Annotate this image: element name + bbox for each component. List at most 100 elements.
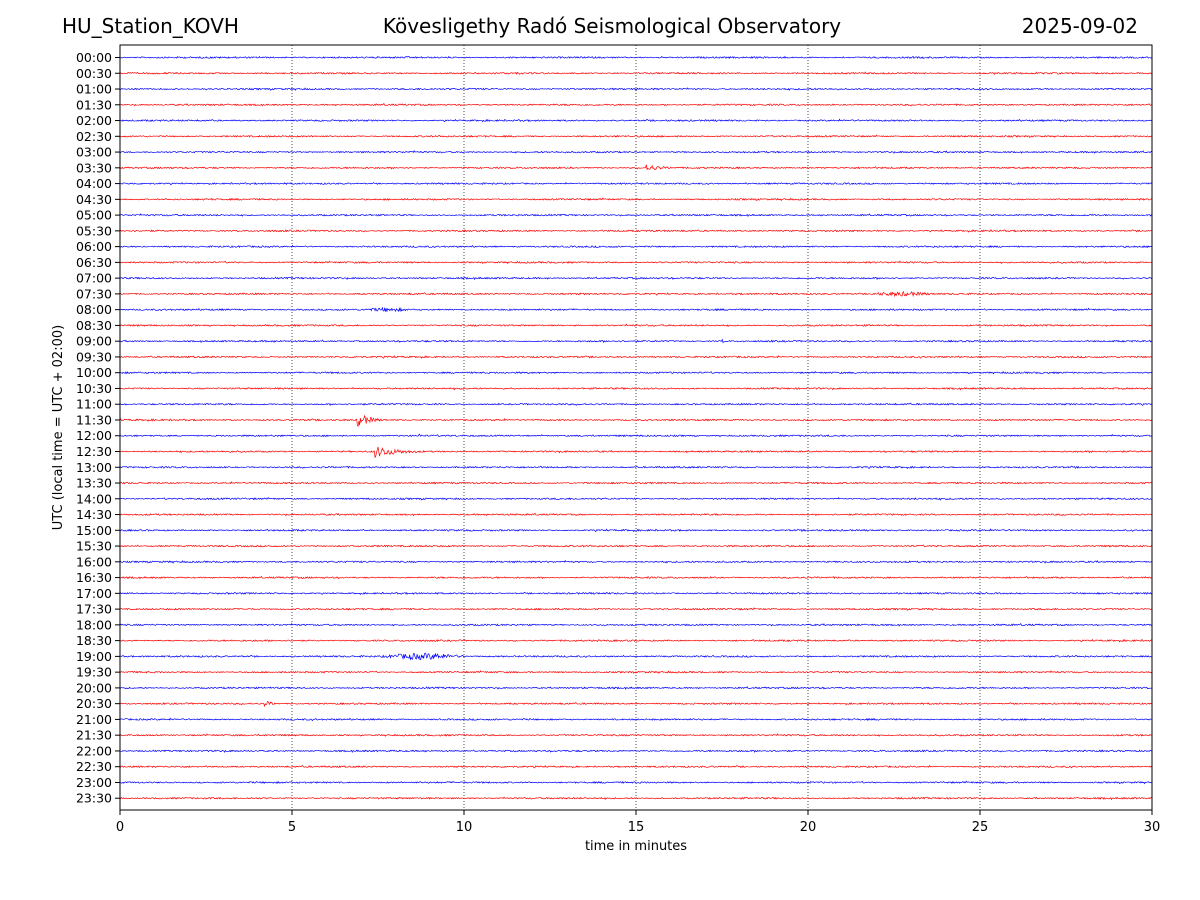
trace-1230 [119,446,1153,459]
trace-1500 [119,528,1153,533]
trace-2000 [119,686,1153,690]
y-tick-label: 19:00 [76,649,112,664]
y-tick-label: 15:00 [76,523,112,538]
x-axis: 0 5 10 15 20 25 30 [116,810,1160,835]
x-tick-label: 5 [288,820,296,835]
y-tick-label: 03:30 [76,160,112,175]
trace-1100 [119,402,1153,406]
trace-0700 [119,276,1153,281]
y-tick-label: 03:00 [76,145,112,160]
y-tick-label: 21:00 [76,712,112,727]
y-tick-label: 09:00 [76,334,112,349]
y-tick-label: 16:30 [76,570,112,585]
y-tick-label: 12:00 [76,428,112,443]
trace-2300 [119,780,1153,785]
x-tick-label: 0 [116,820,124,835]
trace-0600 [119,244,1153,249]
y-tick-label: 13:00 [76,460,112,475]
y-tick-label: 21:30 [76,728,112,743]
trace-1730 [119,607,1153,611]
trace-1000 [119,370,1153,375]
trace-0630 [119,260,1153,265]
trace-1030 [119,386,1153,391]
y-tick-label: 11:30 [76,412,112,427]
trace-1600 [119,559,1153,564]
y-tick-label: 06:00 [76,239,112,254]
y-tick-label: 04:30 [76,192,112,207]
grid-lines [291,45,981,810]
y-tick-label: 07:30 [76,286,112,301]
x-tick-label: 25 [972,820,989,835]
trace-0000 [119,55,1153,59]
y-tick-label: 11:00 [76,397,112,412]
y-tick-label: 08:00 [76,302,112,317]
chart-date: 2025-09-02 [1021,14,1138,38]
seismic-traces [119,55,1153,801]
trace-2030 [119,700,1153,708]
trace-1430 [119,512,1153,517]
y-tick-label: 02:00 [76,113,112,128]
trace-0300 [119,150,1153,154]
y-tick-label: 04:00 [76,176,112,191]
y-tick-label: 08:30 [76,318,112,333]
y-tick-label: 07:00 [76,271,112,286]
trace-1700 [119,591,1153,596]
x-tick-label: 10 [456,820,473,835]
trace-1930 [119,670,1153,675]
trace-0200 [119,118,1153,123]
trace-0330 [119,164,1153,171]
trace-0800 [119,306,1153,313]
y-tick-label: 20:00 [76,680,112,695]
trace-2100 [119,717,1153,722]
y-tick-label: 16:00 [76,554,112,569]
trace-1200 [119,433,1153,438]
y-tick-label: 13:30 [76,476,112,491]
y-tick-label: 15:30 [76,539,112,554]
chart-title: Kövesligethy Radó Seismological Observat… [382,14,842,38]
y-tick-label: 09:30 [76,349,112,364]
y-tick-label: 23:30 [76,791,112,806]
trace-0830 [119,323,1153,328]
trace-0230 [119,134,1153,139]
station-name: HU_Station_KOVH [62,14,239,38]
y-tick-label: 02:30 [76,129,112,144]
y-tick-label: 23:00 [76,775,112,790]
trace-0430 [119,197,1153,202]
trace-0930 [119,354,1153,359]
trace-1900 [119,652,1153,661]
y-tick-label: 00:00 [76,50,112,65]
trace-2200 [119,749,1153,753]
trace-2230 [119,764,1153,769]
trace-1800 [119,622,1153,627]
trace-1130 [119,414,1153,428]
y-tick-label: 10:30 [76,381,112,396]
trace-0100 [119,87,1153,91]
y-axis-label: UTC (local time = UTC + 02:00) [51,325,66,530]
y-tick-label: 17:00 [76,586,112,601]
y-tick-label: 19:30 [76,665,112,680]
y-tick-label: 17:30 [76,602,112,617]
x-tick-label: 20 [800,820,817,835]
y-axis: 00:0000:3001:0001:3002:0002:3003:0003:30… [76,50,120,806]
x-tick-label: 30 [1144,820,1161,835]
y-tick-label: 06:30 [76,255,112,270]
y-tick-label: 18:00 [76,617,112,632]
trace-1830 [119,638,1153,643]
y-tick-label: 00:30 [76,66,112,81]
trace-0730 [119,290,1153,298]
y-tick-label: 10:00 [76,365,112,380]
trace-0500 [119,213,1153,218]
trace-1400 [119,496,1153,501]
trace-0530 [119,229,1153,233]
trace-2330 [119,796,1153,801]
trace-1330 [119,481,1153,485]
trace-0400 [119,181,1153,186]
y-tick-label: 22:00 [76,743,112,758]
trace-0130 [119,102,1153,107]
y-tick-label: 14:00 [76,491,112,506]
trace-1530 [119,544,1153,548]
y-tick-label: 01:30 [76,97,112,112]
y-tick-label: 22:30 [76,759,112,774]
y-tick-label: 20:30 [76,696,112,711]
